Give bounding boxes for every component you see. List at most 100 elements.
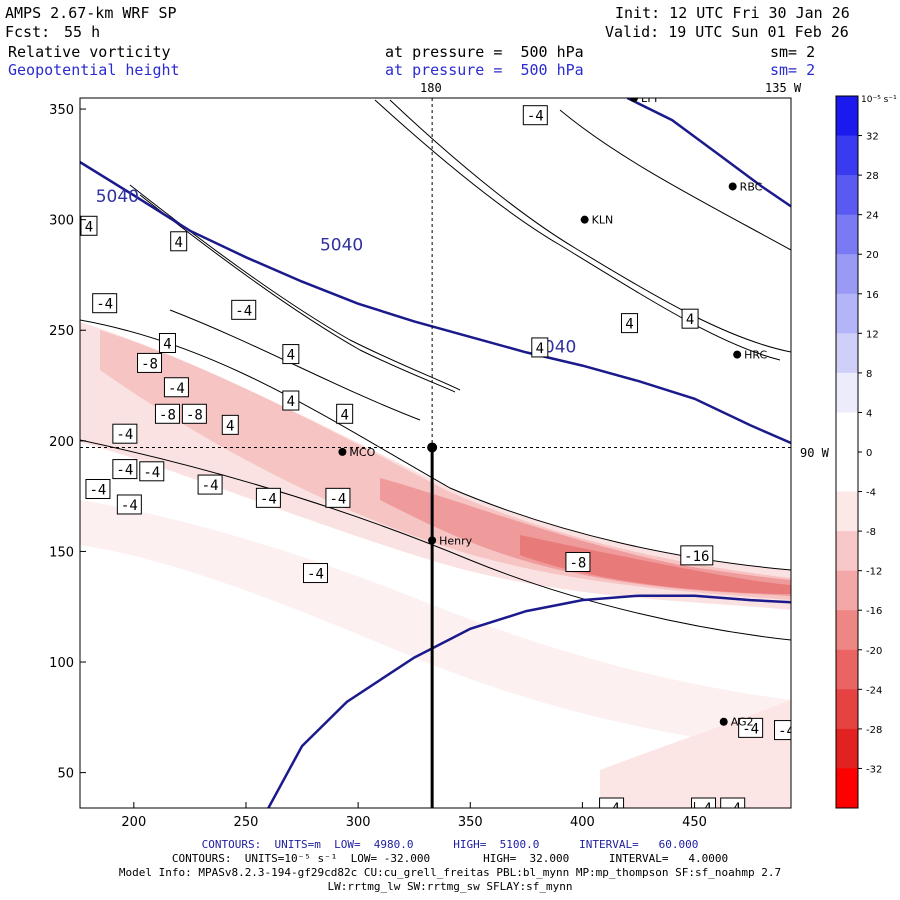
x-tick-label: 450	[682, 815, 707, 830]
colorbar-tick-label: 32	[866, 132, 879, 143]
colorbar-swatch	[836, 293, 858, 334]
colorbar-unit: 10⁻⁵ s⁻¹	[861, 95, 897, 105]
svg-text:-4: -4	[116, 427, 133, 443]
valid-time: Valid: 19 UTC Sun 01 Feb 26	[605, 23, 849, 41]
vorticity-fill-strong	[380, 478, 791, 596]
colorbar-tick-label: 12	[866, 329, 879, 340]
vorticity-label-8: 4	[531, 337, 549, 358]
height-contour-2	[626, 98, 791, 208]
station-ag2: AG2	[719, 716, 754, 729]
svg-text:LYT: LYT	[641, 92, 659, 105]
field1-name: Relative vorticity	[8, 43, 171, 61]
vorticity-contour-4	[139, 194, 456, 393]
svg-text:-4: -4	[778, 724, 795, 740]
svg-text:-8: -8	[569, 555, 586, 571]
colorbar-swatch	[836, 649, 858, 690]
svg-text:AG2: AG2	[731, 716, 754, 729]
svg-text:-4: -4	[307, 567, 324, 583]
station-hrc: HRC	[733, 349, 768, 362]
colorbar-swatch	[836, 175, 858, 216]
vorticity-label-7: 4	[282, 344, 300, 365]
y-tick-label: 350	[49, 103, 74, 118]
vorticity-label-23: -4	[255, 487, 281, 508]
colorbar-swatch	[836, 570, 858, 611]
colorbar-swatch	[836, 610, 858, 651]
vorticity-label-16: 4	[336, 403, 354, 424]
model-title: AMPS 2.67-km WRF SP	[5, 4, 177, 22]
vorticity-label-5: 4	[681, 308, 699, 329]
x-tick-label: 400	[570, 815, 595, 830]
vorticity-label-6: 4	[621, 313, 639, 334]
svg-text:-4: -4	[202, 478, 219, 494]
y-tick-label: 150	[49, 545, 74, 560]
svg-text:4: 4	[340, 407, 348, 423]
colorbar-swatch	[836, 768, 858, 809]
colorbar-tick-label: -28	[866, 725, 882, 736]
colorbar-tick-label: 20	[866, 250, 879, 261]
height-label-0: 5040	[96, 187, 139, 207]
vorticity-label-2: 4	[170, 231, 188, 252]
vorticity-label-15: -4	[163, 377, 189, 398]
height-contours	[80, 98, 791, 808]
colorbar-swatch	[836, 728, 858, 769]
field2-smoothing: sm= 2	[770, 61, 816, 79]
svg-text:4: 4	[85, 219, 93, 235]
svg-text:-4: -4	[143, 465, 160, 481]
svg-text:MCO: MCO	[349, 446, 375, 459]
svg-text:-16: -16	[684, 549, 709, 565]
svg-text:-4: -4	[330, 491, 347, 507]
x-tick-label: 200	[121, 815, 146, 830]
vorticity-label-17: -8	[181, 403, 207, 424]
y-axis: 50 100 150 200 250 300 350	[49, 103, 86, 782]
y-tick-label: 200	[49, 435, 74, 450]
colorbar-tick-label: 4	[866, 408, 872, 419]
svg-text:-8: -8	[141, 356, 158, 372]
forecast-label: Fcst:	[5, 23, 51, 41]
y-tick-label: 100	[49, 656, 74, 671]
colorbar-tick-label: 8	[866, 369, 872, 380]
station-lyt: LYT	[629, 92, 659, 105]
height-contour-1	[267, 594, 791, 808]
svg-text:-4: -4	[96, 297, 113, 313]
x-axis: 200 250 300 350 400 450	[121, 802, 707, 830]
footer-physics: LW:rrtmg_lw SW:rrtmg_sw SFLAY:sf_mynn	[327, 880, 573, 893]
svg-text:-4: -4	[168, 381, 185, 397]
y-tick-label: 50	[57, 767, 74, 782]
svg-text:4: 4	[163, 337, 171, 353]
svg-text:4: 4	[287, 348, 295, 364]
svg-text:-4: -4	[695, 801, 712, 817]
vorticity-label-12: -8	[137, 352, 163, 373]
field2-name: Geopotential height	[8, 61, 180, 79]
station-rbc: RBC	[728, 180, 763, 193]
colorbar-swatch	[836, 96, 858, 137]
vorticity-label-3: -4	[231, 299, 257, 320]
svg-text:-4: -4	[527, 109, 544, 125]
colorbar-tick-label: -16	[866, 606, 882, 617]
colorbar-swatch	[836, 135, 858, 176]
svg-text:Henry: Henry	[439, 534, 473, 547]
vorticity-contour-6	[80, 319, 791, 571]
colorbar-tick-label: -32	[866, 764, 882, 775]
forecast-value: 55 h	[64, 23, 101, 41]
svg-text:4: 4	[226, 418, 234, 434]
vorticity-contour-7	[169, 309, 421, 421]
colorbar-tick-label: 24	[866, 211, 879, 222]
svg-text:-4: -4	[90, 482, 107, 498]
svg-text:-4: -4	[121, 498, 138, 514]
stations: LYT RBC KLN HRC MCO Henry AG2	[338, 92, 768, 729]
vorticity-label-26: -8	[565, 551, 591, 572]
colorbar-swatch	[836, 333, 858, 374]
colorbar-swatch	[836, 452, 858, 493]
svg-text:-8: -8	[186, 407, 203, 423]
station-kln: KLN	[580, 214, 614, 227]
svg-text:KLN: KLN	[592, 214, 614, 227]
station-mco: MCO	[338, 446, 376, 459]
y-tick-label: 300	[49, 214, 74, 229]
svg-text:-4: -4	[742, 721, 759, 737]
footer-model-info: Model Info: MPASv8.2.3-194-gf29cd82c CU:…	[118, 866, 782, 879]
longitude-label-top-a: 180	[420, 81, 442, 95]
station-henry: Henry	[428, 534, 473, 547]
colorbar: 10⁻⁵ s⁻¹ 32 28 24 20 16 12 8 4 0 -4 -8 -12 -16 -20 -24 -…	[835, 95, 897, 809]
